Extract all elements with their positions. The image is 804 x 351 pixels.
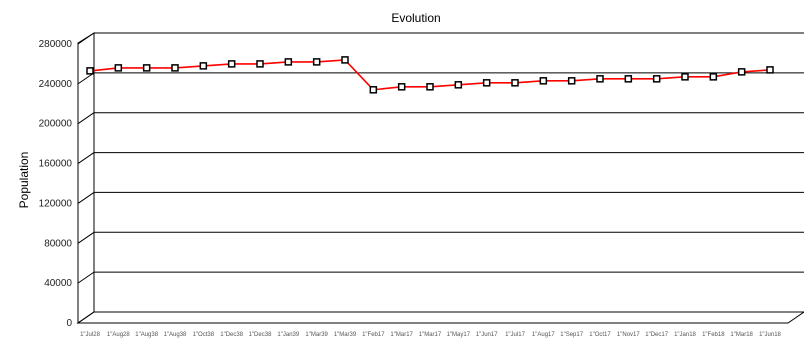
y-tick-label: 160000 <box>39 159 73 170</box>
plot-side-wall <box>77 32 95 324</box>
series-markers <box>86 56 774 94</box>
y-axis-title: Population <box>17 152 31 209</box>
data-point-marker <box>539 77 548 85</box>
data-point-marker <box>256 60 264 68</box>
x-tick-label: 1"Jun18 <box>759 332 781 338</box>
data-point-marker <box>596 75 604 83</box>
gridline-depth <box>77 311 95 324</box>
y-tick-label: 40000 <box>44 278 72 289</box>
data-point-marker <box>511 79 519 87</box>
x-tick-label: 1"Jan18 <box>674 332 696 338</box>
gridline-depth <box>77 112 95 125</box>
data-point-marker <box>397 83 406 91</box>
x-tick-label: 1"Aug28 <box>107 332 130 338</box>
data-point-marker <box>454 81 463 89</box>
data-point-marker <box>341 56 349 64</box>
data-point-marker <box>426 83 434 91</box>
x-tick-label: 1"Feb17 <box>362 332 385 338</box>
x-tick-label: 1"Jan39 <box>277 332 299 338</box>
x-axis-ticks: 1"Jul28 1"Aug28 1"Aug38 1"Aug38 1"Oct38 1"Dec… <box>80 332 781 338</box>
y-tick-label: 240000 <box>39 79 73 90</box>
x-tick-label: 1"Oct38 <box>193 332 215 338</box>
data-point-marker <box>312 58 321 66</box>
x-tick-label: 1"Jul17 <box>505 332 525 338</box>
x-tick-label: 1"May17 <box>447 332 471 338</box>
data-point-marker <box>369 86 378 94</box>
y-tick-label: 80000 <box>44 238 72 249</box>
data-point-marker <box>652 75 661 83</box>
data-point-marker <box>199 62 208 70</box>
gridline-depth <box>77 72 95 85</box>
data-point-marker <box>142 64 151 72</box>
data-point-marker <box>171 64 179 72</box>
y-axis-ticks: 0 40000 80000 120000 160000 200000 240000 28000… <box>39 39 73 329</box>
plot-floor <box>76 311 804 324</box>
data-point-marker <box>737 68 746 76</box>
gridlines <box>77 32 804 324</box>
x-tick-label: 1"Mar17 <box>419 332 442 338</box>
x-tick-label: 1"Feb18 <box>702 332 725 338</box>
gridline-depth <box>77 231 95 244</box>
x-tick-label: 1"Aug38 <box>164 332 187 338</box>
x-tick-label: 1"Dec38 <box>220 332 243 338</box>
y-tick-label: 0 <box>66 318 72 329</box>
x-tick-label: 1"Mar39 <box>305 332 328 338</box>
data-point-marker <box>709 73 718 81</box>
chart-title: Evolution <box>391 11 440 25</box>
x-tick-label: 1"Sep17 <box>560 332 583 338</box>
data-point-marker <box>766 66 774 74</box>
data-point-marker <box>624 75 633 83</box>
gridline-depth <box>77 192 95 204</box>
data-point-marker <box>86 67 94 75</box>
x-tick-label: 1"Mar18 <box>730 332 753 338</box>
x-tick-label: 1"Dec38 <box>249 332 272 338</box>
data-point-marker <box>114 64 123 72</box>
x-tick-label: 1"Aug17 <box>532 332 555 338</box>
gridline-depth <box>77 152 95 164</box>
x-tick-label: 1"Mar39 <box>334 332 357 338</box>
data-point-marker <box>681 73 689 81</box>
x-tick-label: 1"Nov17 <box>617 332 640 338</box>
gridline-depth <box>77 271 95 284</box>
x-tick-label: 1"Aug38 <box>135 332 158 338</box>
data-point-marker <box>284 58 293 66</box>
y-tick-label: 120000 <box>39 198 73 209</box>
x-tick-label: 1"Dec17 <box>645 332 668 338</box>
x-tick-label: 1"Jun17 <box>476 332 498 338</box>
y-tick-label: 280000 <box>39 39 73 50</box>
data-point-marker <box>482 79 491 87</box>
x-tick-label: 1"Mar17 <box>390 332 413 338</box>
gridline-depth <box>77 32 95 45</box>
data-point-marker <box>227 60 236 68</box>
data-point-marker <box>567 77 576 85</box>
x-tick-label: 1"Oct17 <box>589 332 611 338</box>
x-tick-label: 1"Jul28 <box>80 332 100 338</box>
y-tick-label: 200000 <box>39 119 73 130</box>
